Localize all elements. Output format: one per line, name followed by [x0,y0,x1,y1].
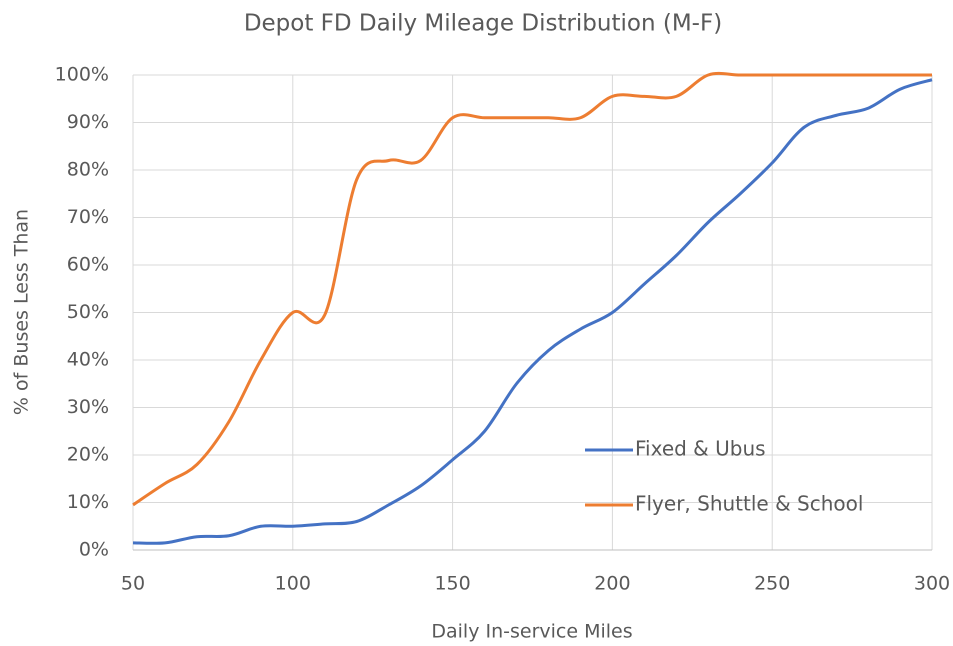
y-tick-label: 70% [67,206,109,228]
x-tick-label: 50 [121,573,145,595]
series-line [132,78,933,545]
legend-label: Fixed & Ubus [635,437,766,461]
legend-label: Flyer, Shuttle & School [635,492,863,516]
y-tick-label: 30% [67,396,109,418]
y-tick-label: 40% [67,349,109,371]
y-tick-label: 90% [67,111,109,133]
y-tick-label: 100% [55,64,109,86]
y-tick-label: 0% [79,539,109,561]
x-tick-label: 300 [914,573,950,595]
y-tick-label: 20% [67,444,109,466]
x-axis-label: Daily In-service Miles [431,621,632,643]
y-axis-label: % of Buses Less Than [11,209,33,415]
chart-title: Depot FD Daily Mileage Distribution (M-F… [244,11,722,37]
y-tick-label: 80% [67,159,109,181]
series-line [132,71,932,507]
x-tick-label: 200 [594,573,630,595]
y-tick-label: 60% [67,254,109,276]
x-tick-label: 100 [275,573,311,595]
y-tick-label: 10% [67,491,109,513]
x-tick-label: 250 [754,573,790,595]
y-tick-label: 50% [67,301,109,323]
x-tick-label: 150 [434,573,470,595]
